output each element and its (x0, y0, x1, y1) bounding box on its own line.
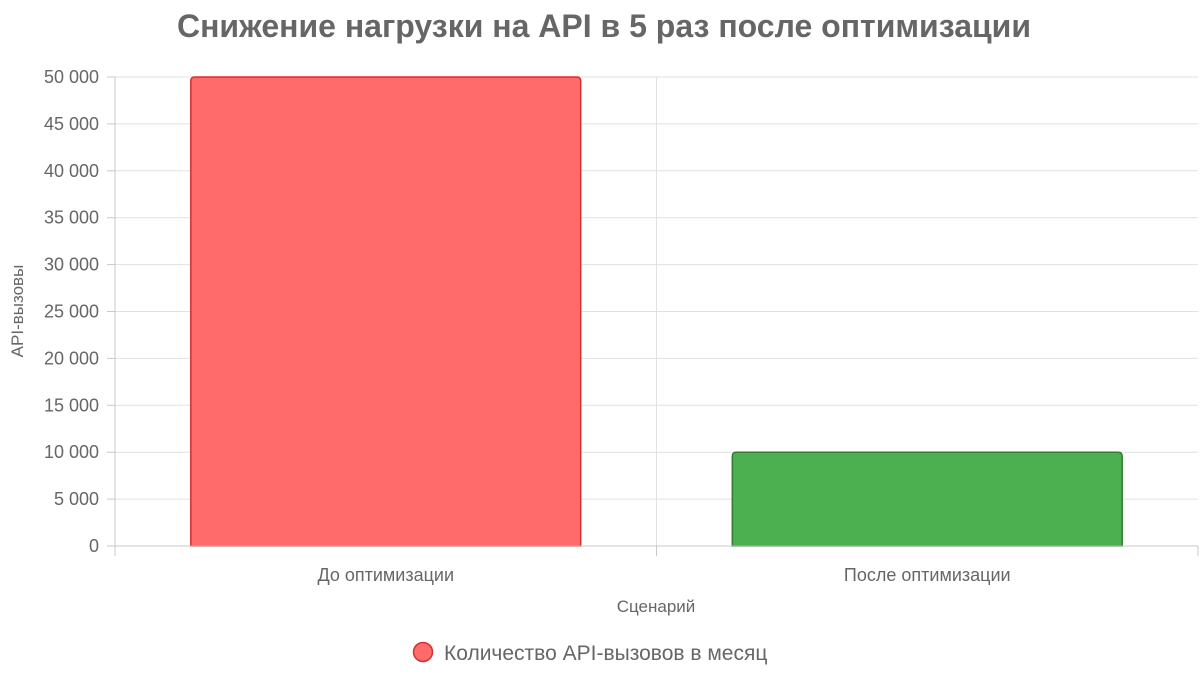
bar[interactable] (190, 76, 582, 547)
legend-swatch (412, 641, 434, 663)
y-tick-label: 45 000 (44, 114, 99, 134)
chart-title: Снижение нагрузки на API в 5 раз после о… (177, 8, 1031, 44)
chart-bars (190, 76, 1123, 547)
y-axis-title: API-вызовы (8, 265, 27, 358)
x-tick-label: После оптимизации (844, 565, 1011, 585)
y-tick-label: 25 000 (44, 302, 99, 322)
x-axis-title: Сценарий (617, 597, 696, 616)
y-tick-label: 40 000 (44, 161, 99, 181)
y-axis-ticks: 0 5 000 10 000 15 000 20 000 25 000 30 000 35 0… (44, 67, 115, 556)
legend[interactable]: Количество API-вызовов в месяц (412, 641, 768, 665)
y-tick-label: 0 (89, 536, 99, 556)
y-tick-label: 20 000 (44, 348, 99, 368)
x-axis-ticks: До оптимизации После оптимизации (114, 546, 1199, 585)
legend-label: Количество API-вызовов в месяц (444, 642, 767, 665)
y-tick-label: 30 000 (44, 255, 99, 275)
y-tick-label: 15 000 (44, 395, 99, 415)
y-tick-label: 5 000 (54, 489, 99, 509)
x-tick-label: До оптимизации (317, 565, 454, 585)
y-tick-label: 10 000 (44, 442, 99, 462)
y-tick-label: 35 000 (44, 208, 99, 228)
bar[interactable] (731, 451, 1123, 547)
y-tick-label: 50 000 (44, 67, 99, 87)
